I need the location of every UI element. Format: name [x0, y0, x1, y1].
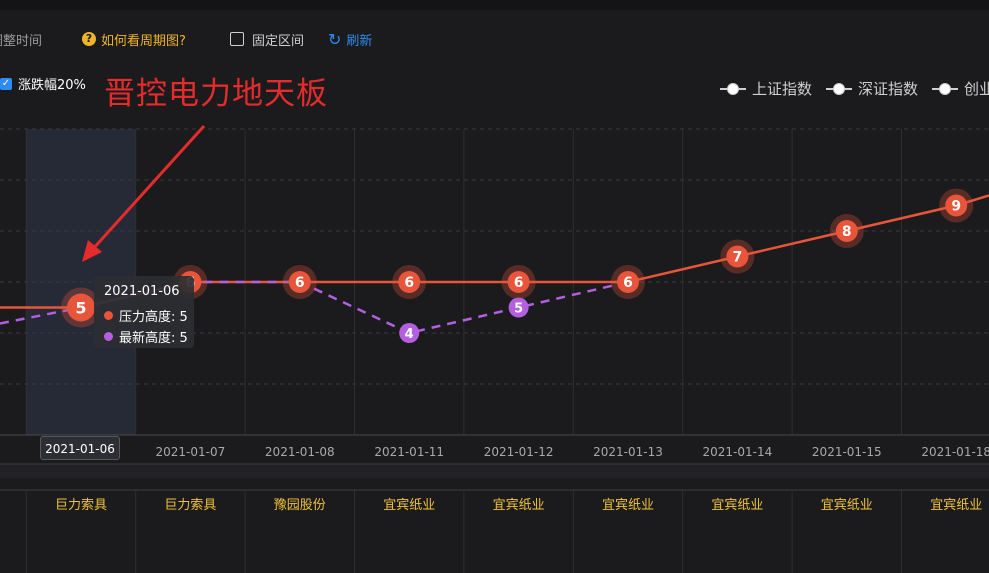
- legend-marker-icon: [826, 82, 853, 96]
- x-tick-label: 2021-01-07: [156, 445, 226, 459]
- stock-name-label: 巨力索具: [164, 498, 216, 513]
- stock-name-label: 豫园股份: [274, 498, 326, 513]
- pressure-height-point: [617, 271, 639, 293]
- how-to-read-link[interactable]: ? 如何看周期图?: [82, 30, 186, 49]
- check-icon: ✓: [0, 77, 12, 90]
- annotation-arrow: [82, 124, 206, 262]
- chart-points: 45566666789: [61, 188, 974, 343]
- pressure-height-point: [945, 194, 968, 217]
- rise-fall-filter[interactable]: ✓ 涨跌幅20%: [0, 74, 86, 93]
- legend-marker-icon: [932, 82, 959, 96]
- pressure-height-point: [507, 271, 530, 293]
- stock-name-label: 宜宾纸业: [711, 497, 763, 513]
- x-tick-label: 2021-01-14: [703, 445, 773, 459]
- refresh-label: 刷新: [346, 33, 373, 49]
- latest-height-point-label: 4: [405, 327, 414, 342]
- fixed-range-label: 固定区间: [252, 33, 305, 49]
- stock-name-label: 宜宾纸业: [821, 497, 873, 513]
- help-icon: ?: [82, 32, 96, 46]
- pressure-height-point-label: 6: [623, 275, 633, 291]
- pressure-height-point: [288, 271, 311, 293]
- tooltip-latest: 最新高度: 5: [104, 327, 188, 346]
- checkbox-icon: [230, 32, 244, 46]
- chart-tooltip: 2021-01-06 压力高度: 5 最新高度: 5: [94, 276, 194, 348]
- legend-label: 创业: [964, 80, 989, 98]
- pressure-height-point: [398, 271, 421, 293]
- chart-x-axis: 52021-01-072021-01-082021-01-112021-01-1…: [0, 434, 989, 491]
- range-slider-track: [0, 464, 989, 478]
- x-tick-label: 2021-01-08: [265, 445, 335, 459]
- stock-row: 巨力索具 巨力索具 豫园股份 宜宾纸业 宜宾纸业 宜宾纸业 宜宾纸业 宜宾纸业 宜宾纸业: [25, 490, 982, 573]
- refresh-icon: ↻: [328, 29, 342, 49]
- rise-fall-label: 涨跌幅20%: [18, 78, 86, 93]
- stock-name-label: 宜宾纸业: [930, 497, 982, 513]
- pressure-height-point-label: 8: [842, 224, 852, 240]
- x-tick-label: 2021-01-13: [593, 445, 663, 459]
- x-tick-label: 2021-01-12: [484, 445, 554, 459]
- pressure-height-point-label: 6: [295, 275, 305, 291]
- chart-grid: [0, 128, 989, 435]
- adjust-time-button[interactable]: 调整时间: [0, 33, 43, 49]
- fixed-range-checkbox[interactable]: 固定区间: [230, 30, 304, 49]
- x-tick-label: 2021-01-11: [374, 445, 444, 459]
- legend-item[interactable]: 上证指数: [720, 78, 812, 99]
- pressure-height-point-label: 5: [75, 299, 86, 318]
- pressure-height-point: [67, 293, 95, 322]
- legend-label: 深证指数: [858, 80, 919, 98]
- legend-item[interactable]: 深证指数: [826, 78, 918, 99]
- legend-marker-icon: [720, 82, 746, 96]
- pressure-height-point-label: 7: [733, 250, 743, 266]
- latest-height-point: [508, 297, 529, 318]
- legend-label: 上证指数: [752, 80, 813, 98]
- x-tick-label: 2021-01-18: [921, 445, 989, 459]
- tooltip-pressure: 压力高度: 5: [104, 306, 188, 325]
- tooltip-pressure-label: 压力高度: 5: [119, 310, 188, 325]
- stock-name-label: 宜宾纸业: [602, 497, 654, 513]
- how-to-read-label: 如何看周期图?: [101, 33, 186, 49]
- pressure-dot: [104, 311, 113, 320]
- pressure-height-point-label: 9: [951, 199, 961, 215]
- latest-height-point-label: 5: [514, 302, 523, 317]
- annotation-arrow-shaft: [90, 124, 206, 252]
- x-tick-label: 2021-01-15: [812, 445, 882, 459]
- latest-height-point: [399, 323, 420, 343]
- annotation-text: 晋控电力地天板: [104, 76, 328, 112]
- pressure-height-point: [726, 245, 749, 268]
- stock-name-label: 巨力索具: [55, 498, 107, 513]
- pressure-height-point-label: 6: [404, 275, 414, 291]
- selected-date-badge: 2021-01-06: [40, 436, 120, 460]
- latest-dot: [104, 332, 113, 341]
- pressure-height-point-label: 6: [514, 275, 524, 291]
- legend-item[interactable]: 创业: [932, 78, 989, 99]
- top-bar: [0, 0, 989, 10]
- tooltip-date: 2021-01-06: [104, 284, 180, 299]
- stock-name-label: 宜宾纸业: [493, 497, 545, 513]
- refresh-button[interactable]: ↻ 刷新: [328, 30, 372, 49]
- index-legend: 上证指数 深证指数 创业: [720, 78, 989, 99]
- pressure-height-point: [835, 220, 858, 242]
- annotation-arrow-head: [82, 240, 102, 262]
- tooltip-latest-label: 最新高度: 5: [119, 331, 188, 346]
- stock-name-label: 宜宾纸业: [383, 497, 435, 513]
